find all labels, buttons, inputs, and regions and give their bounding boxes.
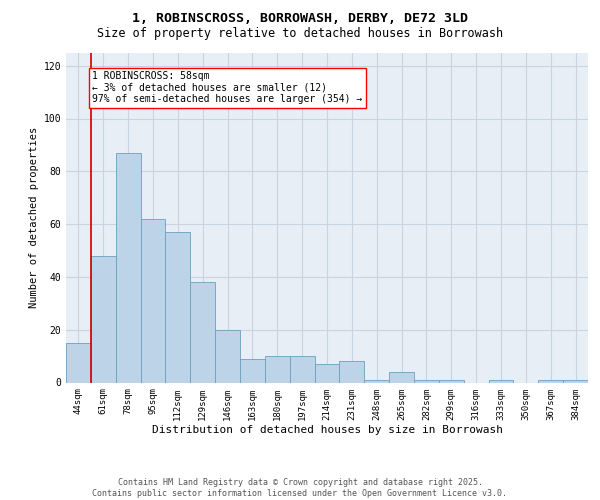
Bar	[314, 364, 340, 382]
Bar	[91, 256, 116, 382]
X-axis label: Distribution of detached houses by size in Borrowash: Distribution of detached houses by size …	[151, 425, 503, 435]
Bar	[166, 232, 190, 382]
Bar	[140, 219, 166, 382]
Bar	[389, 372, 414, 382]
Bar	[439, 380, 464, 382]
Bar	[563, 380, 588, 382]
Bar	[414, 380, 439, 382]
Y-axis label: Number of detached properties: Number of detached properties	[29, 127, 40, 308]
Bar	[116, 153, 140, 382]
Text: Contains HM Land Registry data © Crown copyright and database right 2025.
Contai: Contains HM Land Registry data © Crown c…	[92, 478, 508, 498]
Text: Size of property relative to detached houses in Borrowash: Size of property relative to detached ho…	[97, 28, 503, 40]
Bar	[215, 330, 240, 382]
Bar	[190, 282, 215, 382]
Bar	[340, 362, 364, 382]
Bar	[488, 380, 514, 382]
Bar	[538, 380, 563, 382]
Text: 1, ROBINSCROSS, BORROWASH, DERBY, DE72 3LD: 1, ROBINSCROSS, BORROWASH, DERBY, DE72 3…	[132, 12, 468, 26]
Bar	[240, 358, 265, 382]
Bar	[265, 356, 290, 382]
Bar	[364, 380, 389, 382]
Bar	[290, 356, 314, 382]
Bar	[66, 343, 91, 382]
Text: 1 ROBINSCROSS: 58sqm
← 3% of detached houses are smaller (12)
97% of semi-detach: 1 ROBINSCROSS: 58sqm ← 3% of detached ho…	[92, 71, 362, 104]
